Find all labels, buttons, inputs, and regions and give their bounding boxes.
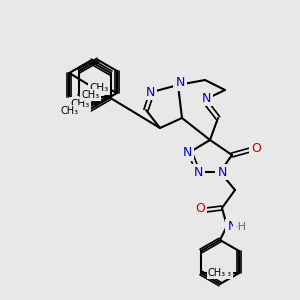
Text: N: N bbox=[217, 166, 227, 178]
Text: O: O bbox=[251, 142, 261, 154]
Text: CH₃: CH₃ bbox=[61, 106, 79, 116]
Text: ·H: ·H bbox=[235, 222, 247, 232]
Text: CH₃: CH₃ bbox=[89, 83, 109, 93]
Text: N: N bbox=[175, 76, 185, 89]
Text: CH₃: CH₃ bbox=[70, 99, 90, 109]
Text: N: N bbox=[201, 92, 211, 104]
Text: N: N bbox=[145, 85, 155, 98]
Text: N: N bbox=[182, 146, 192, 160]
Text: CH₃: CH₃ bbox=[82, 90, 100, 100]
Text: CH₃: CH₃ bbox=[214, 268, 232, 278]
Text: N: N bbox=[227, 220, 237, 233]
Text: N: N bbox=[193, 166, 203, 178]
Text: O: O bbox=[195, 202, 205, 214]
Text: CH₃: CH₃ bbox=[208, 268, 226, 278]
